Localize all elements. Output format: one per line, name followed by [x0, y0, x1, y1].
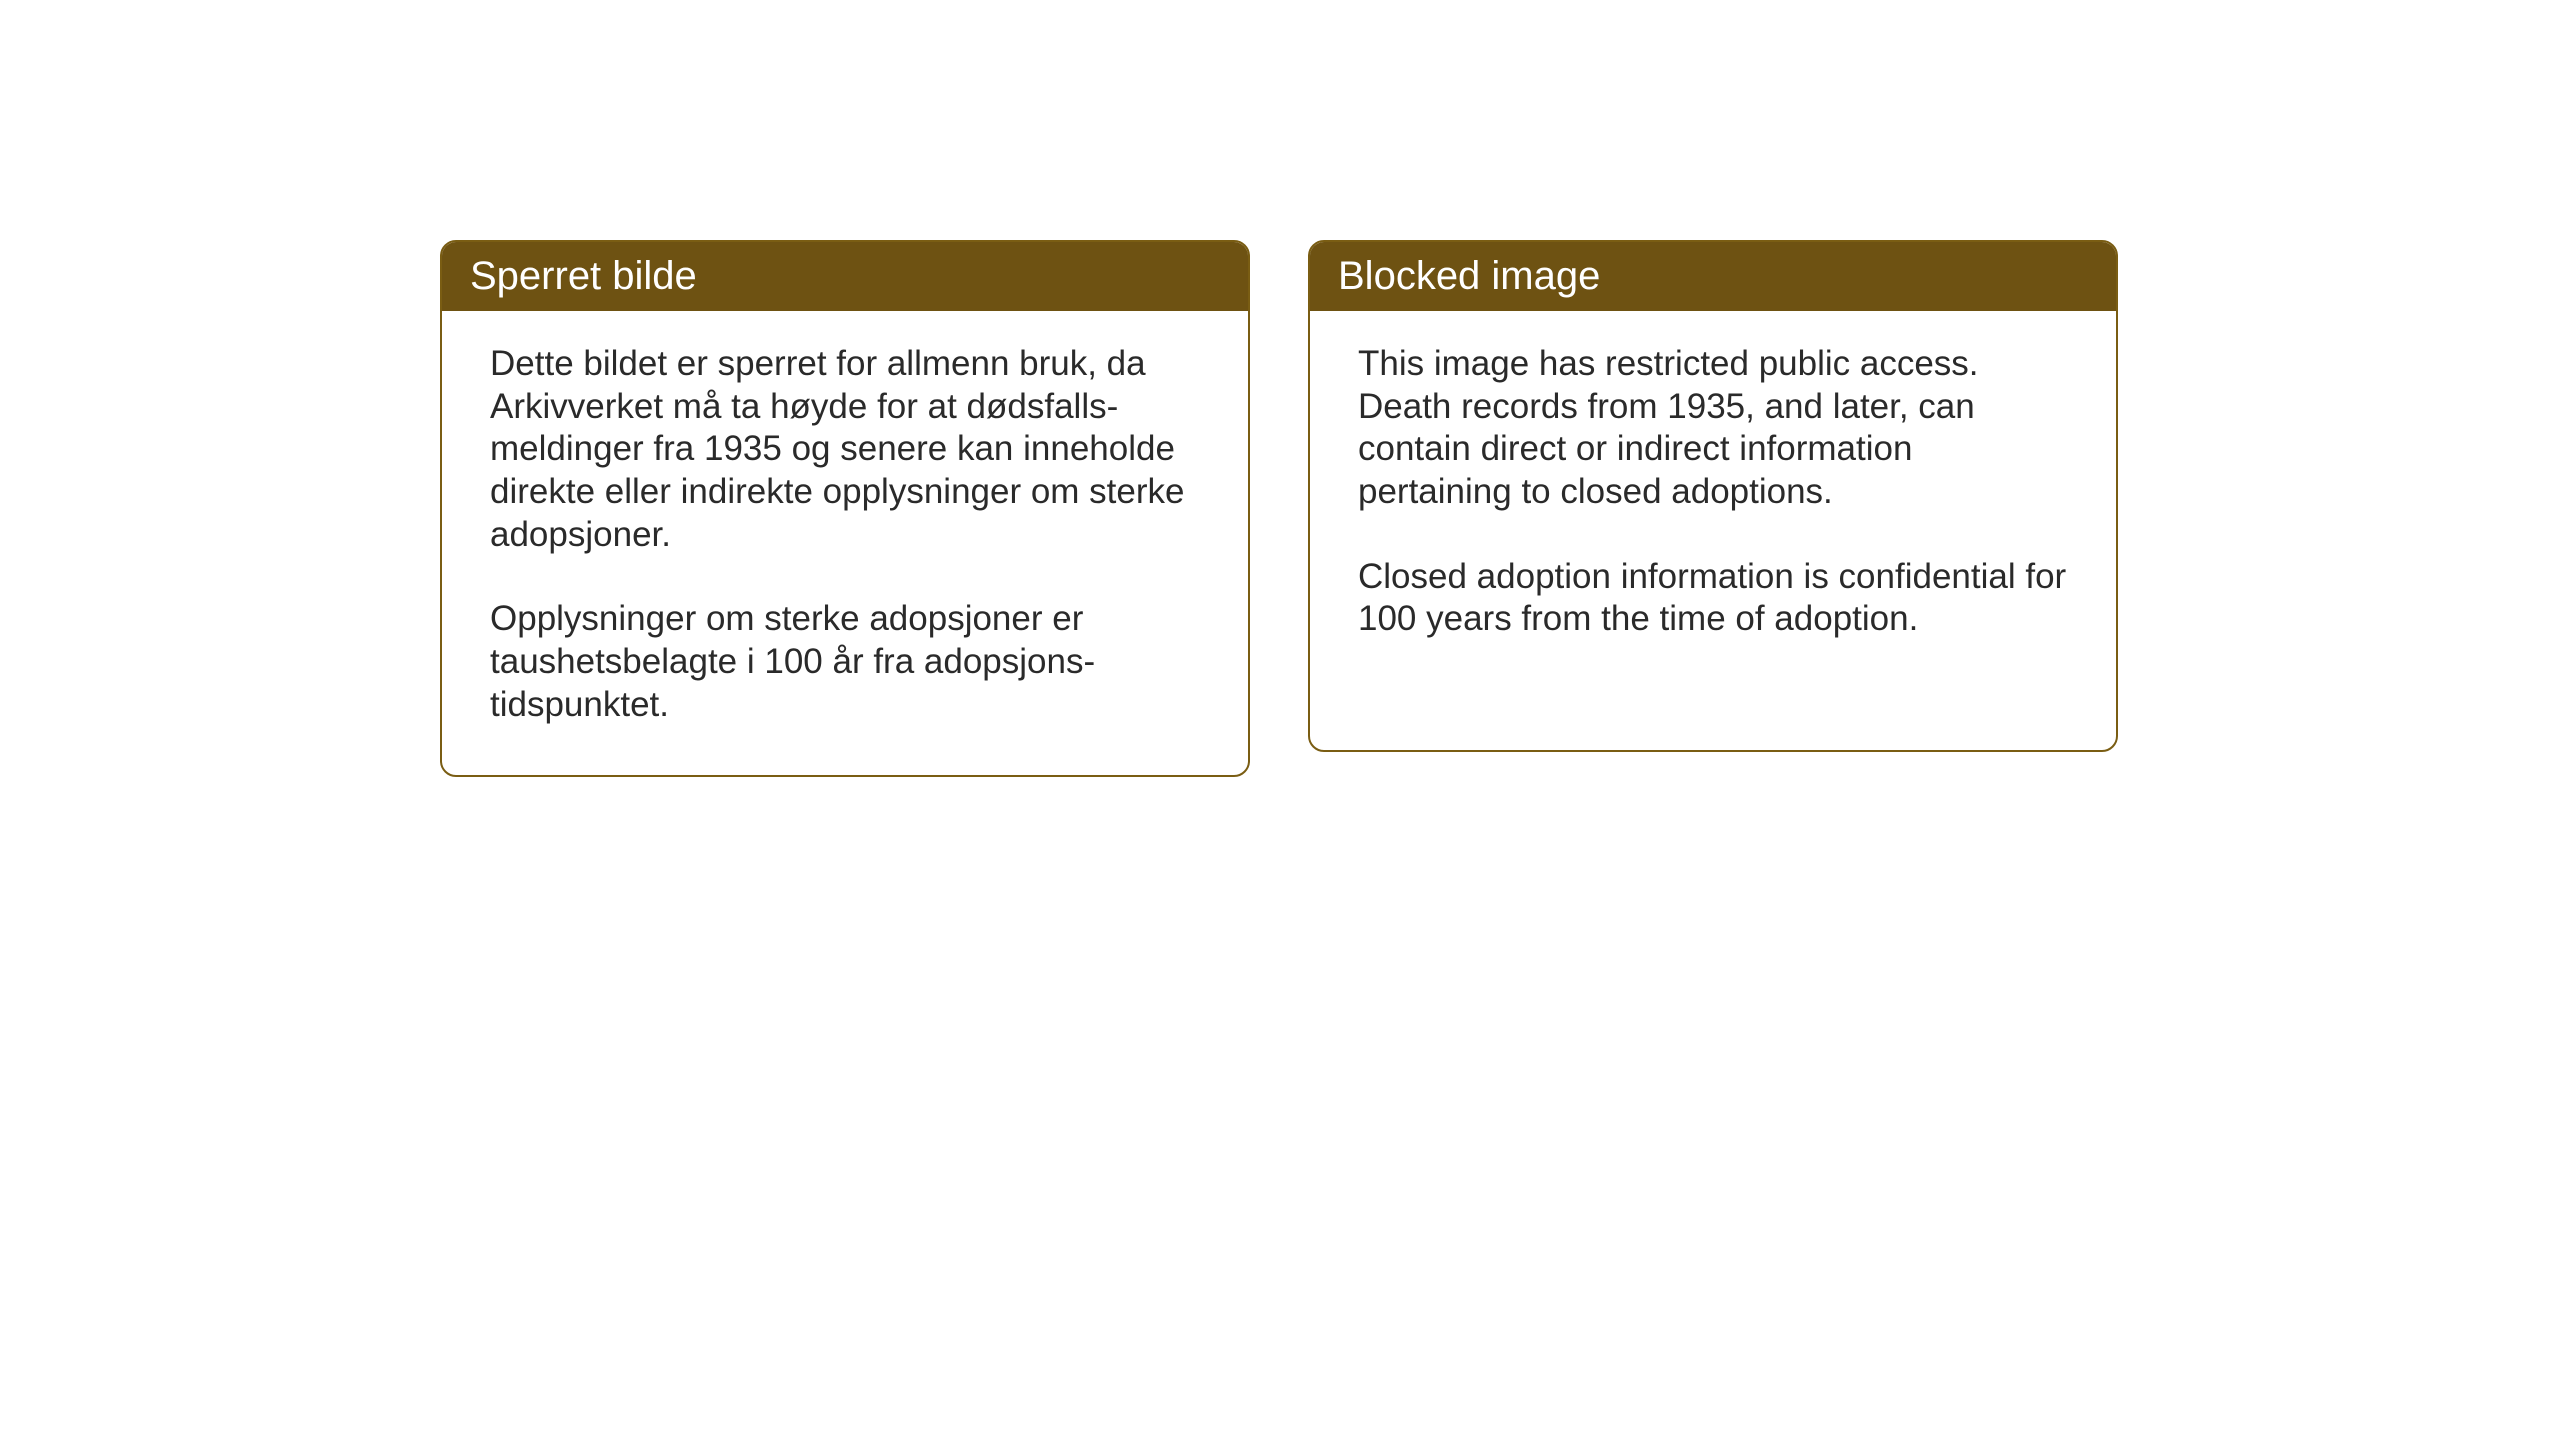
norwegian-paragraph-2: Opplysninger om sterke adopsjoner er tau…: [490, 598, 1200, 726]
norwegian-card-title: Sperret bilde: [442, 242, 1248, 311]
english-notice-card: Blocked image This image has restricted …: [1308, 240, 2118, 752]
norwegian-card-body: Dette bildet er sperret for allmenn bruk…: [442, 311, 1248, 775]
english-card-title: Blocked image: [1310, 242, 2116, 311]
norwegian-notice-card: Sperret bilde Dette bildet er sperret fo…: [440, 240, 1250, 777]
english-card-body: This image has restricted public access.…: [1310, 311, 2116, 689]
norwegian-paragraph-1: Dette bildet er sperret for allmenn bruk…: [490, 343, 1200, 556]
english-paragraph-1: This image has restricted public access.…: [1358, 343, 2068, 514]
english-paragraph-2: Closed adoption information is confident…: [1358, 556, 2068, 641]
notice-container: Sperret bilde Dette bildet er sperret fo…: [440, 240, 2118, 777]
